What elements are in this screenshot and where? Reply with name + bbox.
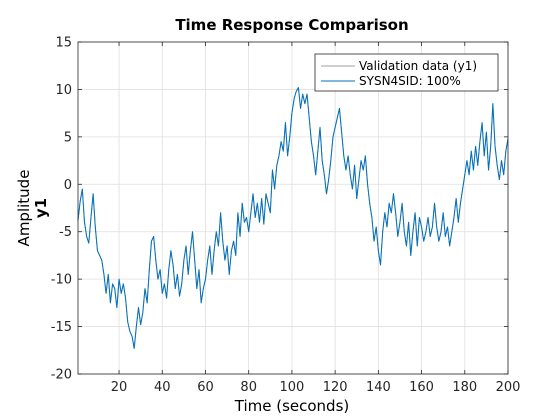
x-axis-label: Time (seconds) [234,397,350,415]
x-tick-label: 120 [323,380,348,395]
legend: Validation data (y1) SYSN4SID: 100% [314,53,499,92]
series-layer [77,87,509,349]
tick-marks [78,41,509,375]
legend-entry-sysn4sid: SYSN4SID: 100% [359,74,461,88]
y-axis-output-label: y1 [32,198,50,218]
x-tick-label: 200 [496,380,521,395]
x-tick-labels: 20 40 60 80 100 120 140 160 180 200 [111,380,521,395]
x-tick-label: 20 [111,380,128,395]
y-tick-labels: -20 -15 -10 -5 0 5 10 15 [51,36,72,383]
x-tick-label: 180 [452,380,477,395]
y-axis-label: Amplitude [15,170,33,247]
legend-box [314,53,499,92]
chart-title: Time Response Comparison [175,16,408,34]
axes-frame [77,41,509,375]
y-tick-label: -20 [51,368,72,383]
legend-entry-validation: Validation data (y1) [359,59,477,73]
y-tick-label: -10 [51,273,72,288]
y-tick-label: 15 [55,36,72,51]
x-tick-label: 160 [409,380,434,395]
y-tick-label: 5 [64,130,72,145]
series-line-sysn4sid [77,87,509,349]
y-tick-label: 10 [55,83,72,98]
y-tick-label: -5 [59,225,72,240]
x-tick-label: 80 [240,380,257,395]
x-tick-label: 140 [366,380,391,395]
y-tick-label: 0 [64,178,72,193]
x-tick-label: 40 [154,380,171,395]
x-tick-label: 100 [280,380,305,395]
y-tick-label: -15 [51,320,72,335]
x-tick-label: 60 [197,380,214,395]
